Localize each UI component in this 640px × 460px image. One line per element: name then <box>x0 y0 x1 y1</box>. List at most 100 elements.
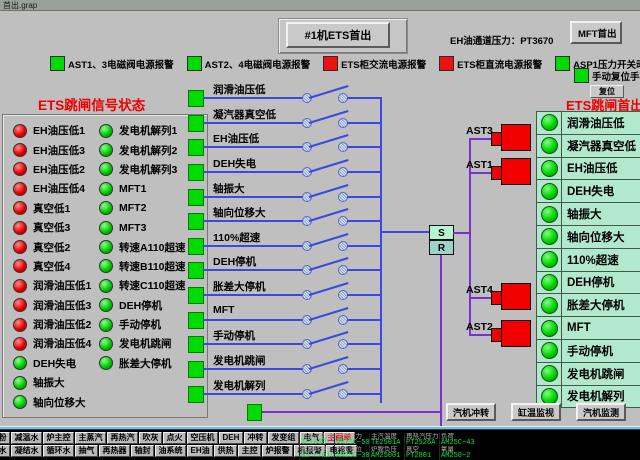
manual-reset-label: 手动复位手柄 <box>592 71 640 83</box>
signal-source-square-icon <box>188 311 204 329</box>
taskbar-button[interactable]: 电报警 <box>326 445 358 457</box>
readout-value: TE1030 <box>301 439 327 447</box>
bottom-taskbar: 制粉 减温水 炉主控 主蒸汽 再热汽 吹灰 点火 空压机 DEH <box>0 426 640 460</box>
unit1-ets-first-out-button[interactable]: #1机ETS首出 <box>286 22 390 48</box>
taskbar-button[interactable]: 发变组 <box>267 432 299 444</box>
trip-signal-item: 真空低4 <box>13 257 91 276</box>
readout-cell: 再热汽温度 TE1030 <box>299 433 334 447</box>
wire <box>203 368 304 371</box>
readout-cell: 汽包水位 AM25C~30 <box>334 446 369 460</box>
taskbar-button[interactable]: 主控 <box>238 445 262 457</box>
taskbar-button[interactable]: 再热汽 <box>107 432 138 444</box>
contact-terminal-icon <box>302 339 312 350</box>
taskbar-button[interactable]: 主画单 <box>323 432 355 444</box>
taskbar-button[interactable]: 轴封 <box>131 445 154 457</box>
ast-solenoid-valve-box <box>501 158 531 185</box>
status-lamp-icon <box>13 143 27 158</box>
status-lamp-icon <box>540 273 558 291</box>
first-out-label: 轴振大 <box>567 209 602 222</box>
taskbar-button[interactable]: 抽气 <box>75 445 98 457</box>
signal-source-square-icon <box>188 287 204 305</box>
first-out-label: 凝汽器真空低 <box>567 140 636 153</box>
signal-source-square-icon <box>188 237 204 255</box>
taskbar-button[interactable]: 循环水 <box>43 445 74 457</box>
nav-button[interactable]: 缸温监视 <box>511 403 562 421</box>
readout-cell: 汽机转速 WS r/min <box>299 446 334 460</box>
status-lamp-icon <box>99 356 113 371</box>
readout-value: AM25C~30 <box>336 452 369 460</box>
status-square-icon <box>50 56 65 71</box>
status-lamp-icon <box>13 356 27 371</box>
trip-signal-column-1: EH油压低1 EH油压低3 EH油压低2 EH油压低4 <box>13 121 91 412</box>
status-square-icon <box>186 56 202 71</box>
taskbar-button-row-2: 给水 凝结水 循环水 抽气 再热器 轴封 油系统 EH油 供热 <box>0 445 358 457</box>
taskbar-button[interactable]: 空压机 <box>187 432 218 444</box>
taskbar-button[interactable]: 冲转 <box>243 432 267 444</box>
readout-value: AM250~2 <box>441 452 471 460</box>
wire <box>203 146 304 149</box>
trip-signal-label: DEH停机 <box>119 299 163 312</box>
mft-first-out-button[interactable]: MFT首出 <box>570 21 622 44</box>
taskbar-button[interactable]: 机报警 <box>294 445 326 457</box>
trip-signal-label: 真空低4 <box>33 260 71 273</box>
logic-signal-label: 胀差大停机 <box>213 281 266 294</box>
nav-button[interactable]: 汽机冲转 <box>446 403 497 421</box>
first-out-label: 110%超速 <box>567 254 619 267</box>
status-square-icon <box>439 56 455 71</box>
sr-latch-set-box: S <box>429 225 454 240</box>
taskbar-button[interactable]: 主蒸汽 <box>75 432 106 444</box>
window-titlebar: 首出.grap <box>0 0 640 11</box>
logic-signal-label: 手动停机 <box>213 330 255 343</box>
reset-button[interactable]: 复位 <box>590 85 624 98</box>
logic-signal-row: 110%超速 <box>188 232 388 257</box>
first-out-label: 胀差大停机 <box>567 300 625 313</box>
logic-signal-label: EH油压低 <box>213 133 260 146</box>
first-out-lamp-cell <box>537 362 562 385</box>
first-out-row: DEH停机 <box>536 270 640 295</box>
sr-latch-reset-box: R <box>429 240 454 255</box>
readout-value: AM25001 <box>371 452 401 460</box>
logic-signal-row: EH油压低 <box>188 133 388 158</box>
signal-source-square-icon <box>188 90 204 107</box>
signal-source-square-icon <box>188 336 204 354</box>
nav-button[interactable]: 汽机监测 <box>576 403 627 421</box>
taskbar-button[interactable]: 制粉 <box>0 432 10 444</box>
taskbar-button[interactable]: 给水 <box>0 445 10 457</box>
trip-signal-item: 发电机解列2 <box>99 140 186 159</box>
taskbar-button[interactable]: EH油 <box>187 445 214 457</box>
logic-signal-row: 发电机跳闸 <box>188 355 388 380</box>
first-out-lamp-cell <box>537 180 562 203</box>
taskbar-button[interactable]: 吹灰 <box>139 432 162 444</box>
trip-signal-item: 真空低1 <box>13 199 91 218</box>
status-lamp-icon <box>99 143 113 158</box>
first-out-lamp-cell <box>537 157 562 180</box>
taskbar-button[interactable]: 供热 <box>214 445 238 457</box>
readout-value: AM25C~50 <box>336 439 369 447</box>
trip-signal-label: 轴振大 <box>33 377 65 390</box>
taskbar-button[interactable]: 点火 <box>163 432 186 444</box>
first-out-row: 轴向位移大 <box>536 224 640 249</box>
status-lamp-icon <box>99 336 113 351</box>
taskbar-button[interactable]: 减温水 <box>11 432 42 444</box>
taskbar-button[interactable]: 炉报警 <box>262 445 294 457</box>
logic-signal-label: 轴向位移大 <box>213 207 266 220</box>
taskbar-button[interactable]: 电气 <box>299 432 323 444</box>
alarm-indicator-label: ETS柜直流电源报警 <box>457 59 543 71</box>
signal-source-square-icon <box>188 213 204 231</box>
first-out-label: 发电机跳闸 <box>567 368 625 381</box>
status-lamp-icon <box>99 162 113 177</box>
taskbar-button[interactable]: 油系统 <box>155 445 186 457</box>
trip-signal-label: EH油压低2 <box>33 163 85 176</box>
signal-source-square-icon <box>188 139 204 157</box>
signal-source-square-icon <box>188 188 204 206</box>
reset-wire-horizontal <box>260 411 442 413</box>
taskbar-button[interactable]: 炉主控 <box>43 432 74 444</box>
taskbar-button[interactable]: DEH <box>219 432 243 444</box>
trip-logic-diagram: 润滑油压低 凝汽器真空低 EH油压低 <box>188 84 388 404</box>
taskbar-button[interactable]: 再热器 <box>99 445 130 457</box>
readout-label: 真空 <box>406 446 419 453</box>
taskbar-button[interactable]: 凝结水 <box>11 445 42 457</box>
manual-reset-status-icon <box>574 68 589 83</box>
readout-label: 汽机转速 <box>301 446 327 453</box>
trip-signal-label: 发电机解列3 <box>119 163 178 176</box>
